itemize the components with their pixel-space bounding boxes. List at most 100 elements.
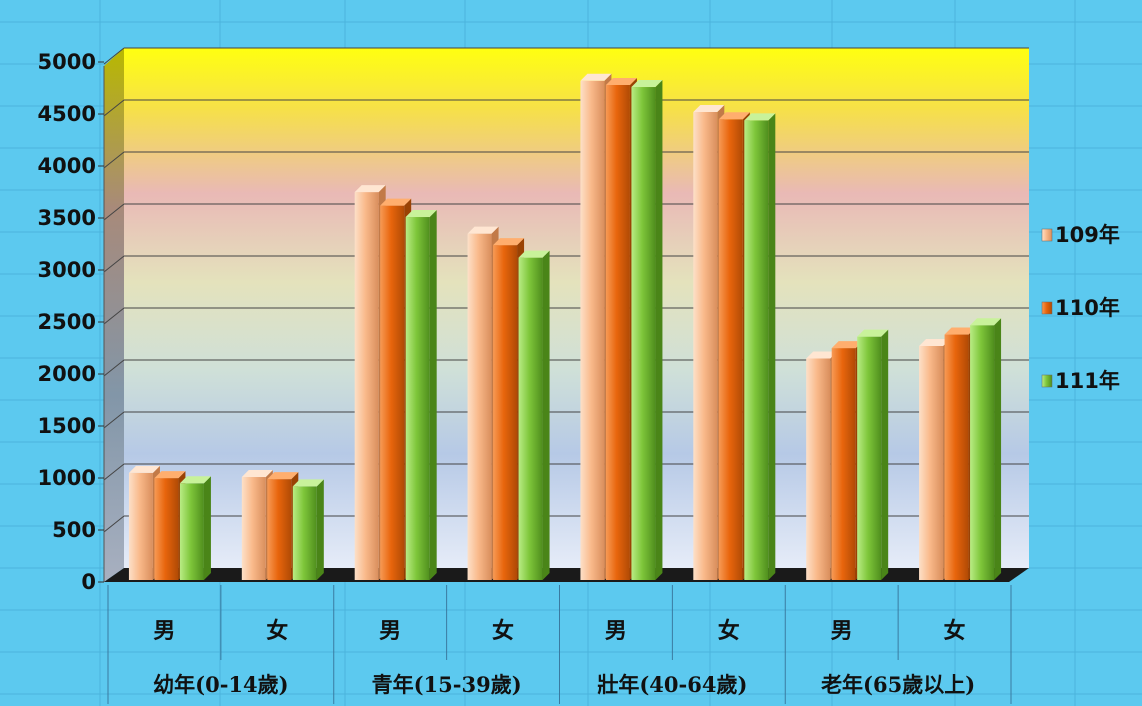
bar-top: [831, 341, 863, 349]
bar: [128, 472, 153, 580]
bar: [631, 87, 656, 580]
bar: [380, 205, 405, 580]
group-label: 壯年(40-64歲): [597, 672, 747, 697]
y-tick-label: 1500: [38, 414, 96, 438]
group-label: 青年(15-39歲): [372, 672, 522, 697]
bar: [970, 325, 995, 580]
bar: [267, 479, 292, 580]
bar: [919, 346, 944, 580]
bar: [718, 119, 743, 580]
legend-label: 109年: [1055, 223, 1120, 247]
y-axis-ticks: 0 500 1000 1500 2000 2500 3000 3500 4000 4500 5000: [38, 50, 104, 594]
x-tick-label: 男: [831, 618, 853, 644]
bar-top: [631, 80, 663, 88]
bar: [518, 257, 543, 580]
bar-side: [316, 479, 324, 580]
group-labels: 幼年(0-14歲) 青年(15-39歲) 壯年(40-64歲) 老年(65歲以上): [107, 585, 1012, 704]
legend-swatch: [1041, 374, 1053, 388]
x-tick-label: 男: [153, 618, 175, 644]
legend: 109年 110年 111年: [1041, 223, 1120, 393]
bar: [179, 483, 204, 580]
y-tick-label: 4500: [38, 102, 96, 126]
bar-top: [806, 351, 838, 359]
bar: [944, 334, 969, 580]
gridline-side: [103, 255, 125, 273]
legend-label: 110年: [1055, 296, 1120, 320]
bar: [831, 348, 856, 580]
bar: [405, 217, 430, 581]
gridline-side: [103, 47, 125, 65]
bar: [241, 477, 266, 580]
gridline-side: [103, 411, 125, 429]
bar-top: [693, 105, 725, 112]
bar-top: [944, 327, 976, 335]
bar-top: [241, 470, 273, 478]
bar: [605, 84, 630, 581]
y-tick-label: 500: [52, 518, 96, 542]
bar-top: [919, 339, 951, 346]
x-tick-label: 男: [379, 618, 401, 644]
bar-side: [542, 250, 550, 580]
bar-top: [380, 198, 412, 206]
gridlines: [103, 47, 1029, 533]
y-tick-label: 4000: [38, 154, 96, 178]
bar: [467, 233, 492, 580]
bar-top: [154, 471, 186, 479]
bar: [857, 336, 882, 580]
bar-top: [354, 185, 386, 193]
bar: [354, 192, 379, 580]
bar: [580, 80, 605, 581]
y-tick-label: 2500: [38, 310, 96, 334]
gridline-side: [103, 359, 125, 377]
bar-side: [429, 210, 437, 581]
bar-top: [179, 476, 211, 484]
gridline-side: [103, 463, 125, 481]
x-tick-label: 女: [266, 618, 288, 644]
bar: [292, 486, 317, 580]
bar-top: [580, 73, 612, 81]
legend-swatch: [1041, 228, 1053, 242]
legend-swatch: [1041, 301, 1053, 315]
x-tick-label: 男: [605, 618, 627, 644]
category-labels: 男女男女男女男女: [153, 618, 965, 644]
bar: [744, 120, 769, 580]
bar-top: [128, 465, 160, 473]
bar-top: [467, 226, 499, 234]
gridline-side: [103, 151, 125, 169]
gridline-side: [103, 203, 125, 221]
bar-top: [744, 113, 776, 121]
bar: [154, 478, 179, 580]
bar-top: [405, 210, 437, 218]
bar-top: [718, 112, 750, 120]
bar-top: [518, 250, 550, 258]
gridline-side: [103, 307, 125, 325]
y-tick-label: 2000: [38, 362, 96, 386]
x-tick-label: 女: [944, 618, 966, 644]
y-tick-label: 0: [81, 570, 96, 594]
bar: [693, 112, 718, 580]
legend-label: 111年: [1055, 369, 1120, 393]
bar-side: [203, 476, 211, 580]
y-tick-label: 5000: [38, 50, 96, 74]
bar-side: [881, 329, 889, 580]
gridline-side: [103, 99, 125, 117]
bar-top: [493, 238, 525, 246]
bar-top: [267, 472, 299, 480]
bar-top: [292, 479, 324, 487]
bar-top: [605, 77, 637, 85]
bar-top: [970, 318, 1002, 326]
bar: [493, 245, 518, 580]
y-tick-label: 3500: [38, 206, 96, 230]
bar-side: [655, 80, 663, 580]
bar: [806, 358, 831, 580]
bar-top: [857, 329, 889, 337]
bars: [128, 73, 1002, 581]
chart-side-wall: [104, 48, 124, 582]
bar-side: [994, 318, 1002, 580]
y-tick-label: 1000: [38, 466, 96, 490]
chart-floor: [104, 568, 1029, 582]
x-tick-label: 女: [492, 618, 514, 644]
gridline-side: [103, 515, 125, 533]
